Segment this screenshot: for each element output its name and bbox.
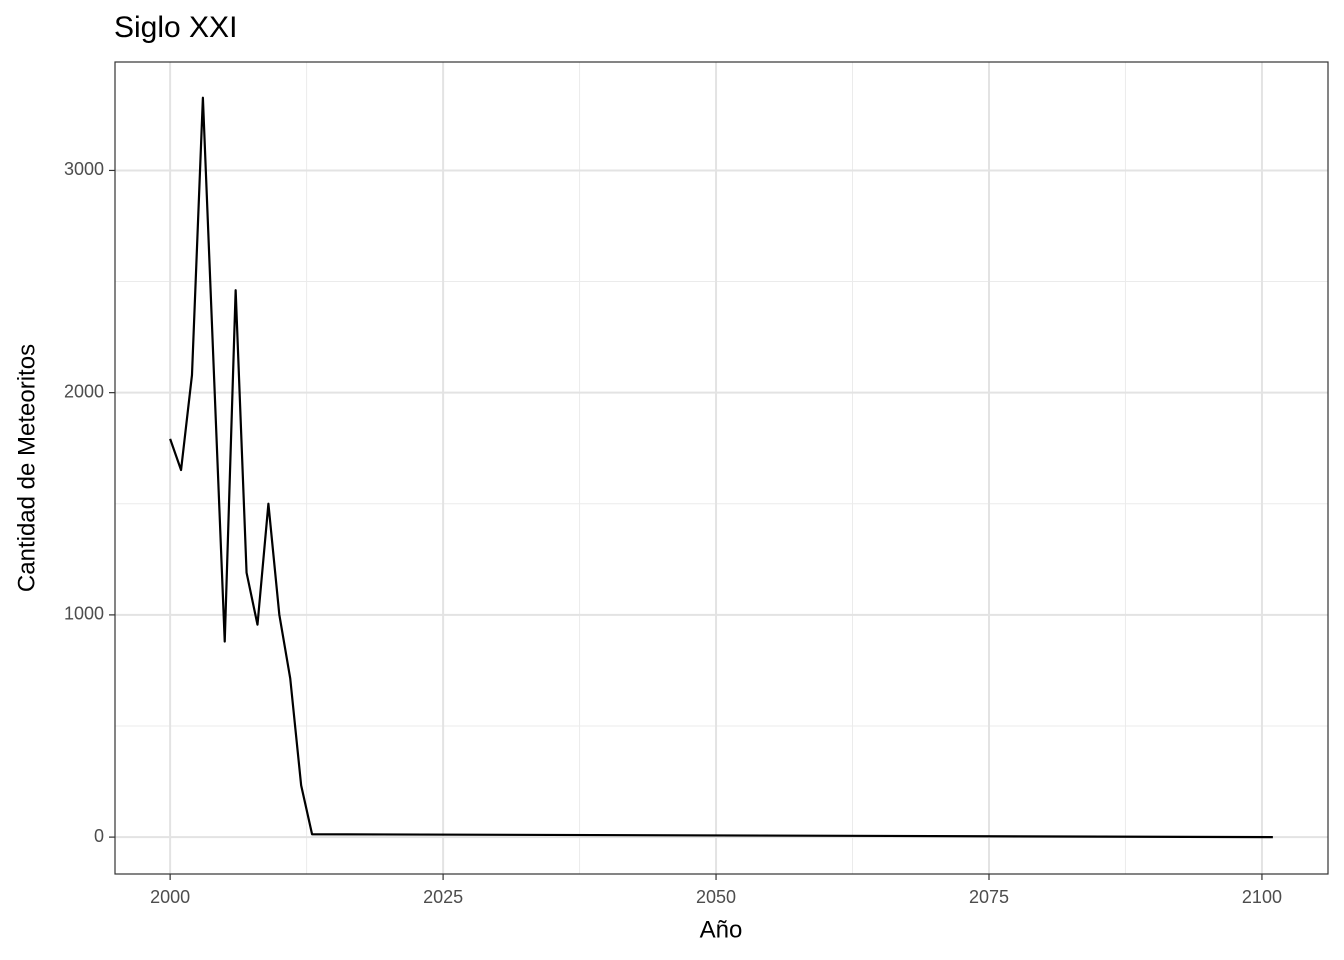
x-axis-label: Año [700, 916, 743, 943]
x-tick-label: 2050 [696, 887, 736, 907]
y-tick-label: 3000 [64, 159, 104, 179]
chart-title: Siglo XXI [114, 11, 237, 44]
y-tick-label: 0 [94, 826, 104, 846]
panel-border [114, 61, 1329, 875]
y-tick-label: 2000 [64, 381, 104, 401]
x-tick-label: 2075 [969, 887, 1009, 907]
plot-area [169, 96, 1273, 839]
line [169, 96, 1273, 839]
y-axis-label: Cantidad de Meteoritos [13, 344, 40, 592]
x-tick-label: 2100 [1242, 887, 1282, 907]
x-tick-label: 2000 [150, 887, 190, 907]
y-tick-label: 1000 [64, 604, 104, 624]
x-tick-label: 2025 [423, 887, 463, 907]
grid [115, 62, 1328, 874]
